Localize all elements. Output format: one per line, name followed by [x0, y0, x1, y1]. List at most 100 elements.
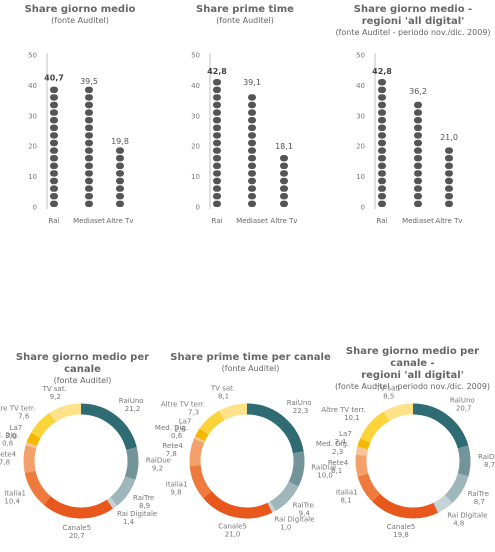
donut-slice — [199, 410, 225, 435]
donut-slice — [106, 497, 118, 509]
slice-value-label: 9,4 — [299, 510, 311, 518]
y-tick-label: 50 — [356, 52, 365, 60]
donut-slice — [31, 412, 56, 439]
slice-value-label: 4,8 — [453, 520, 464, 528]
slice-name-label: RaiDue — [146, 456, 171, 464]
slice-value-label: 20,7 — [69, 532, 85, 540]
slice-value-label: 8,5 — [383, 393, 394, 401]
chart-title: Share prime time per canale — [170, 352, 331, 363]
y-tick-label: 0 — [33, 204, 37, 212]
x-tick-label: Mediaset — [73, 217, 105, 225]
x-tick-label: Rai — [49, 217, 60, 225]
slice-name-label: TV sat. — [375, 385, 400, 393]
bar — [414, 101, 422, 207]
slice-value-label: 6,1 — [331, 467, 342, 475]
donut-slice — [189, 464, 212, 499]
slice-value-label: 2,6 — [174, 426, 186, 434]
donut-panel-1: Share giorno medio per canale (fonte Aud… — [0, 352, 165, 386]
chart-title: Share giorno medio - — [353, 4, 473, 15]
donut-slice — [269, 481, 299, 511]
slice-name-label: Canale5 — [62, 524, 91, 532]
bar-value-label: 18,1 — [275, 142, 293, 151]
chart-subtitle: (fonte Auditel - periodo nov./dic. 2009) — [334, 382, 491, 391]
donut-slice — [109, 476, 136, 506]
slice-value-label: 2,3 — [332, 448, 343, 456]
slice-name-label: RaiUno — [450, 396, 475, 404]
slice-name-label: Rete4 — [328, 459, 349, 467]
donut-slice — [218, 403, 248, 421]
bar-value-label: 39,5 — [80, 77, 98, 86]
y-tick-label: 10 — [191, 173, 200, 181]
bar-panel-1: Share giorno medio (fonte Auditel) — [5, 4, 155, 26]
slice-name-label: Altre TV terr. — [161, 401, 205, 409]
slice-value-label: 8,7 — [484, 461, 495, 469]
slice-name-label: Med. Dig. — [155, 424, 188, 432]
donut-slice — [357, 473, 381, 502]
slice-value-label: 9,2 — [152, 464, 163, 472]
donut-panel-2: Share prime time per canale (fonte Audit… — [168, 352, 333, 374]
donut-slice — [194, 428, 209, 442]
slice-name-label: TV sat. — [42, 385, 67, 393]
slice-value-label: 7,8 — [166, 450, 177, 458]
donut-slice — [372, 493, 439, 519]
bar — [280, 155, 288, 207]
slice-value-label: 21,0 — [225, 531, 241, 539]
donut-slice — [43, 496, 113, 519]
slice-name-label: RaiTre — [133, 494, 154, 502]
slice-name-label: Italia1 — [336, 489, 358, 497]
donut-slice — [433, 494, 453, 513]
y-tick-label: 0 — [196, 204, 200, 212]
slice-name-label: Med. Dig. — [0, 432, 19, 440]
bar — [85, 86, 93, 207]
slice-value-label: 20,7 — [456, 404, 472, 412]
donut-slice — [25, 442, 38, 449]
donut-panel-3: Share giorno medio per canale - regioni … — [330, 346, 495, 392]
donut-slice — [80, 403, 137, 451]
slice-name-label: Canale5 — [387, 523, 416, 531]
slice-value-label: 2,4 — [335, 438, 347, 446]
y-tick-label: 10 — [356, 173, 365, 181]
bar-value-label: 42,8 — [207, 67, 227, 76]
bar — [116, 147, 124, 207]
y-tick-label: 40 — [356, 82, 365, 90]
slice-value-label: 9,8 — [170, 489, 181, 497]
chart-title-line2: regioni 'all digital' — [361, 370, 464, 381]
bar-value-label: 42,8 — [372, 67, 392, 76]
slice-value-label: 7,6 — [18, 412, 30, 420]
y-tick-label: 20 — [356, 143, 365, 151]
x-tick-label: Rai — [377, 217, 388, 225]
bar — [213, 79, 221, 207]
slice-value-label: 0,6 — [171, 432, 183, 440]
donut-slice — [26, 432, 41, 447]
chart-title: Share prime time — [196, 4, 294, 15]
slice-name-label: Rete4 — [0, 451, 17, 459]
slice-name-label: La7 — [339, 430, 352, 438]
chart-subtitle: (fonte Auditel) — [53, 376, 112, 385]
slice-value-label: 10,4 — [4, 497, 20, 505]
donut-slice — [355, 454, 369, 477]
x-tick-label: Mediaset — [402, 217, 434, 225]
slice-name-label: Canale5 — [218, 523, 247, 531]
slice-value-label: 8,1 — [340, 497, 351, 505]
y-tick-label: 30 — [28, 112, 37, 120]
slice-value-label: 7,3 — [188, 409, 199, 417]
slice-value-label: 10,0 — [317, 471, 333, 479]
x-tick-label: Altre Tv — [106, 217, 133, 225]
y-tick-label: 10 — [28, 173, 37, 181]
slice-name-label: Rai Digitale — [447, 512, 487, 520]
bar-panel-2: Share prime time (fonte Auditel) — [170, 4, 320, 26]
donut-slice — [288, 451, 305, 487]
chart-title: Share giorno medio — [24, 4, 136, 15]
bar-value-label: 36,2 — [409, 87, 427, 96]
slice-value-label: 0,8 — [2, 440, 13, 448]
slice-value-label: 1,0 — [280, 524, 291, 532]
slice-name-label: Italia1 — [4, 489, 26, 497]
chart-subtitle: (fonte Auditel) — [216, 16, 274, 25]
slice-value-label: 9,2 — [50, 393, 61, 401]
donut-slice — [24, 470, 51, 505]
x-tick-label: Altre Tv — [270, 217, 297, 225]
